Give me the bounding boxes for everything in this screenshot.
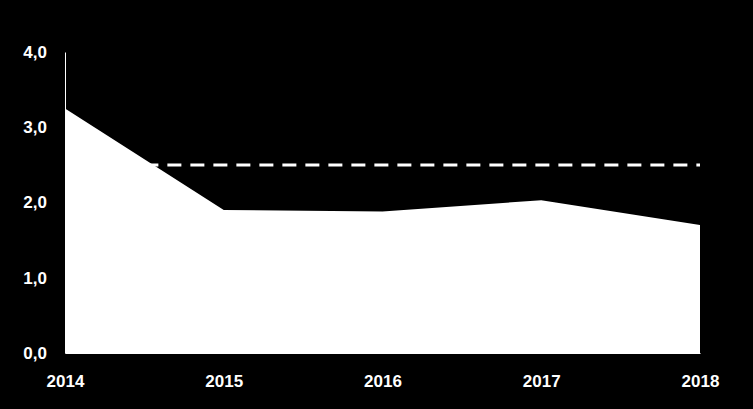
plot: 2014 2015 2016 2017 2018 0,0 1,0 2,0 3,0 4,0	[23, 43, 719, 391]
x-tick-label: 2017	[523, 372, 561, 391]
x-tick: 2014	[47, 353, 85, 391]
x-tick-label: 2016	[364, 372, 402, 391]
y-tick: 0,0	[23, 344, 65, 363]
x-axis: 2014 2015 2016 2017 2018	[47, 353, 720, 391]
series-group	[65, 108, 700, 353]
x-tick-label: 2015	[205, 372, 243, 391]
y-tick-label: 3,0	[23, 118, 47, 137]
y-axis-line	[65, 53, 66, 354]
y-tick-label: 0,0	[23, 344, 47, 363]
x-tick: 2016	[364, 353, 402, 391]
y-tick: 4,0	[23, 43, 65, 62]
chart: 2014 2015 2016 2017 2018 0,0 1,0 2,0 3,0 4,0	[0, 0, 753, 409]
line	[144, 163, 700, 166]
x-tick-label: 2014	[47, 372, 85, 391]
y-tick: 1,0	[23, 269, 65, 288]
y-tick: 3,0	[23, 118, 65, 137]
y-tick: 2,0	[23, 193, 65, 212]
x-tick: 2018	[682, 353, 720, 391]
x-tick: 2017	[523, 353, 561, 391]
x-tick: 2015	[205, 353, 243, 391]
y-axis: 0,0 1,0 2,0 3,0 4,0	[23, 43, 65, 363]
y-tick-label: 1,0	[23, 269, 47, 288]
x-axis-line	[66, 353, 701, 354]
area	[65, 108, 700, 353]
x-tick-label: 2018	[682, 372, 720, 391]
y-tick-label: 4,0	[23, 43, 47, 62]
y-tick-label: 2,0	[23, 193, 47, 212]
